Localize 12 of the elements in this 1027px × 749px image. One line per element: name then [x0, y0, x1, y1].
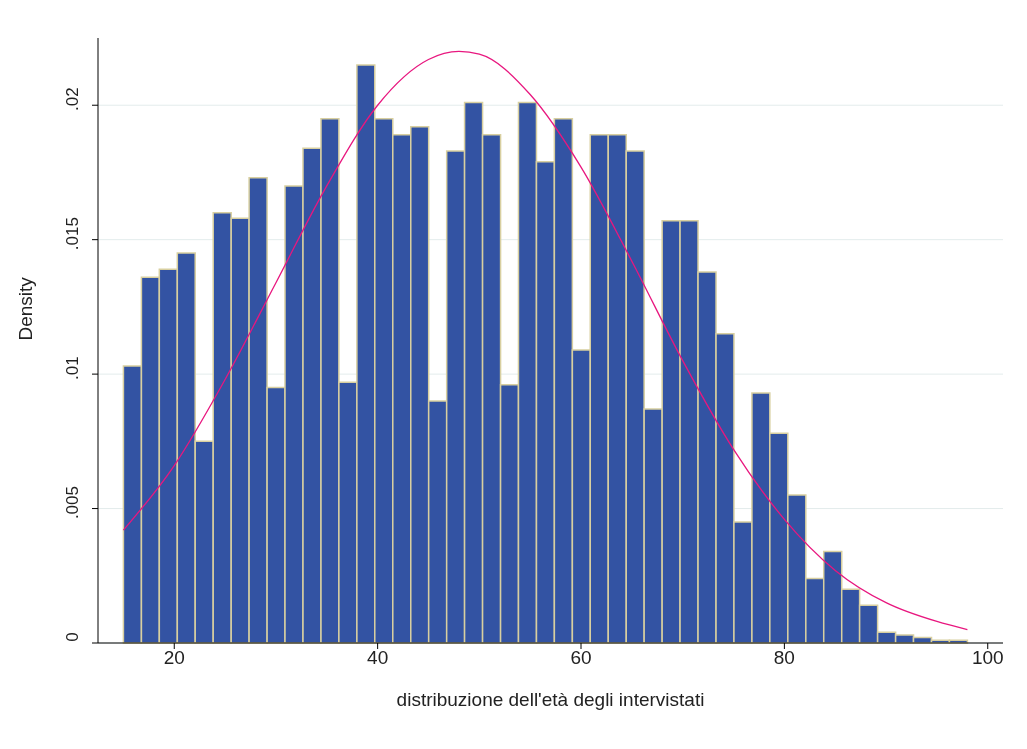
x-tick-label: 100: [971, 647, 1004, 669]
y-tick-label: .01: [63, 356, 82, 380]
x-tick-label: 80: [773, 647, 795, 669]
x-axis-title: distribuzione dell'età degli intervistati: [396, 689, 705, 710]
y-tick-label: 0: [63, 632, 82, 642]
x-tick-label: 20: [163, 647, 185, 669]
x-tick-label: 40: [367, 647, 389, 669]
y-tick-label: .02: [63, 87, 82, 112]
y-axis-title: Density: [14, 276, 36, 341]
y-tick-label: .005: [63, 486, 82, 520]
y-tick-label: .015: [63, 217, 82, 251]
x-tick-label: 60: [570, 647, 592, 669]
